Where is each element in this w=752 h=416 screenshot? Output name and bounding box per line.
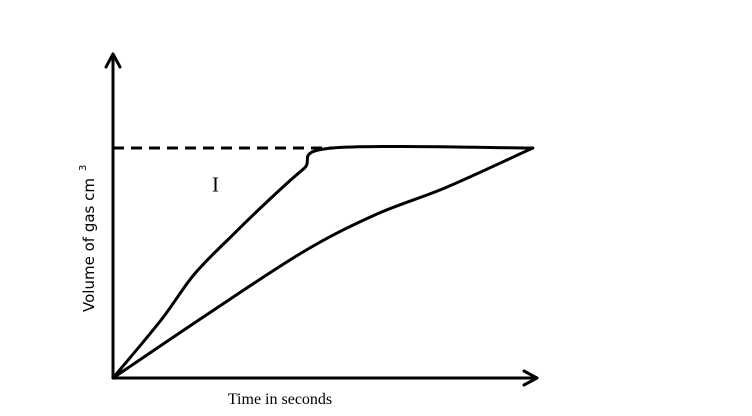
x-axis-arrow (522, 369, 539, 387)
y-axis-arrow (104, 52, 122, 69)
curves-layer: I (111, 144, 535, 380)
curve-2 (111, 146, 535, 380)
curve-I (111, 144, 535, 380)
curve-label-I: I (212, 173, 219, 197)
y-axis-label-superscript: 3 (78, 165, 89, 171)
y-axis-label: Volume of gas cm (80, 178, 98, 312)
x-axis-label: Time in seconds (228, 391, 332, 408)
y-axis-label-group: Volume of gas cm 3 (78, 165, 98, 312)
